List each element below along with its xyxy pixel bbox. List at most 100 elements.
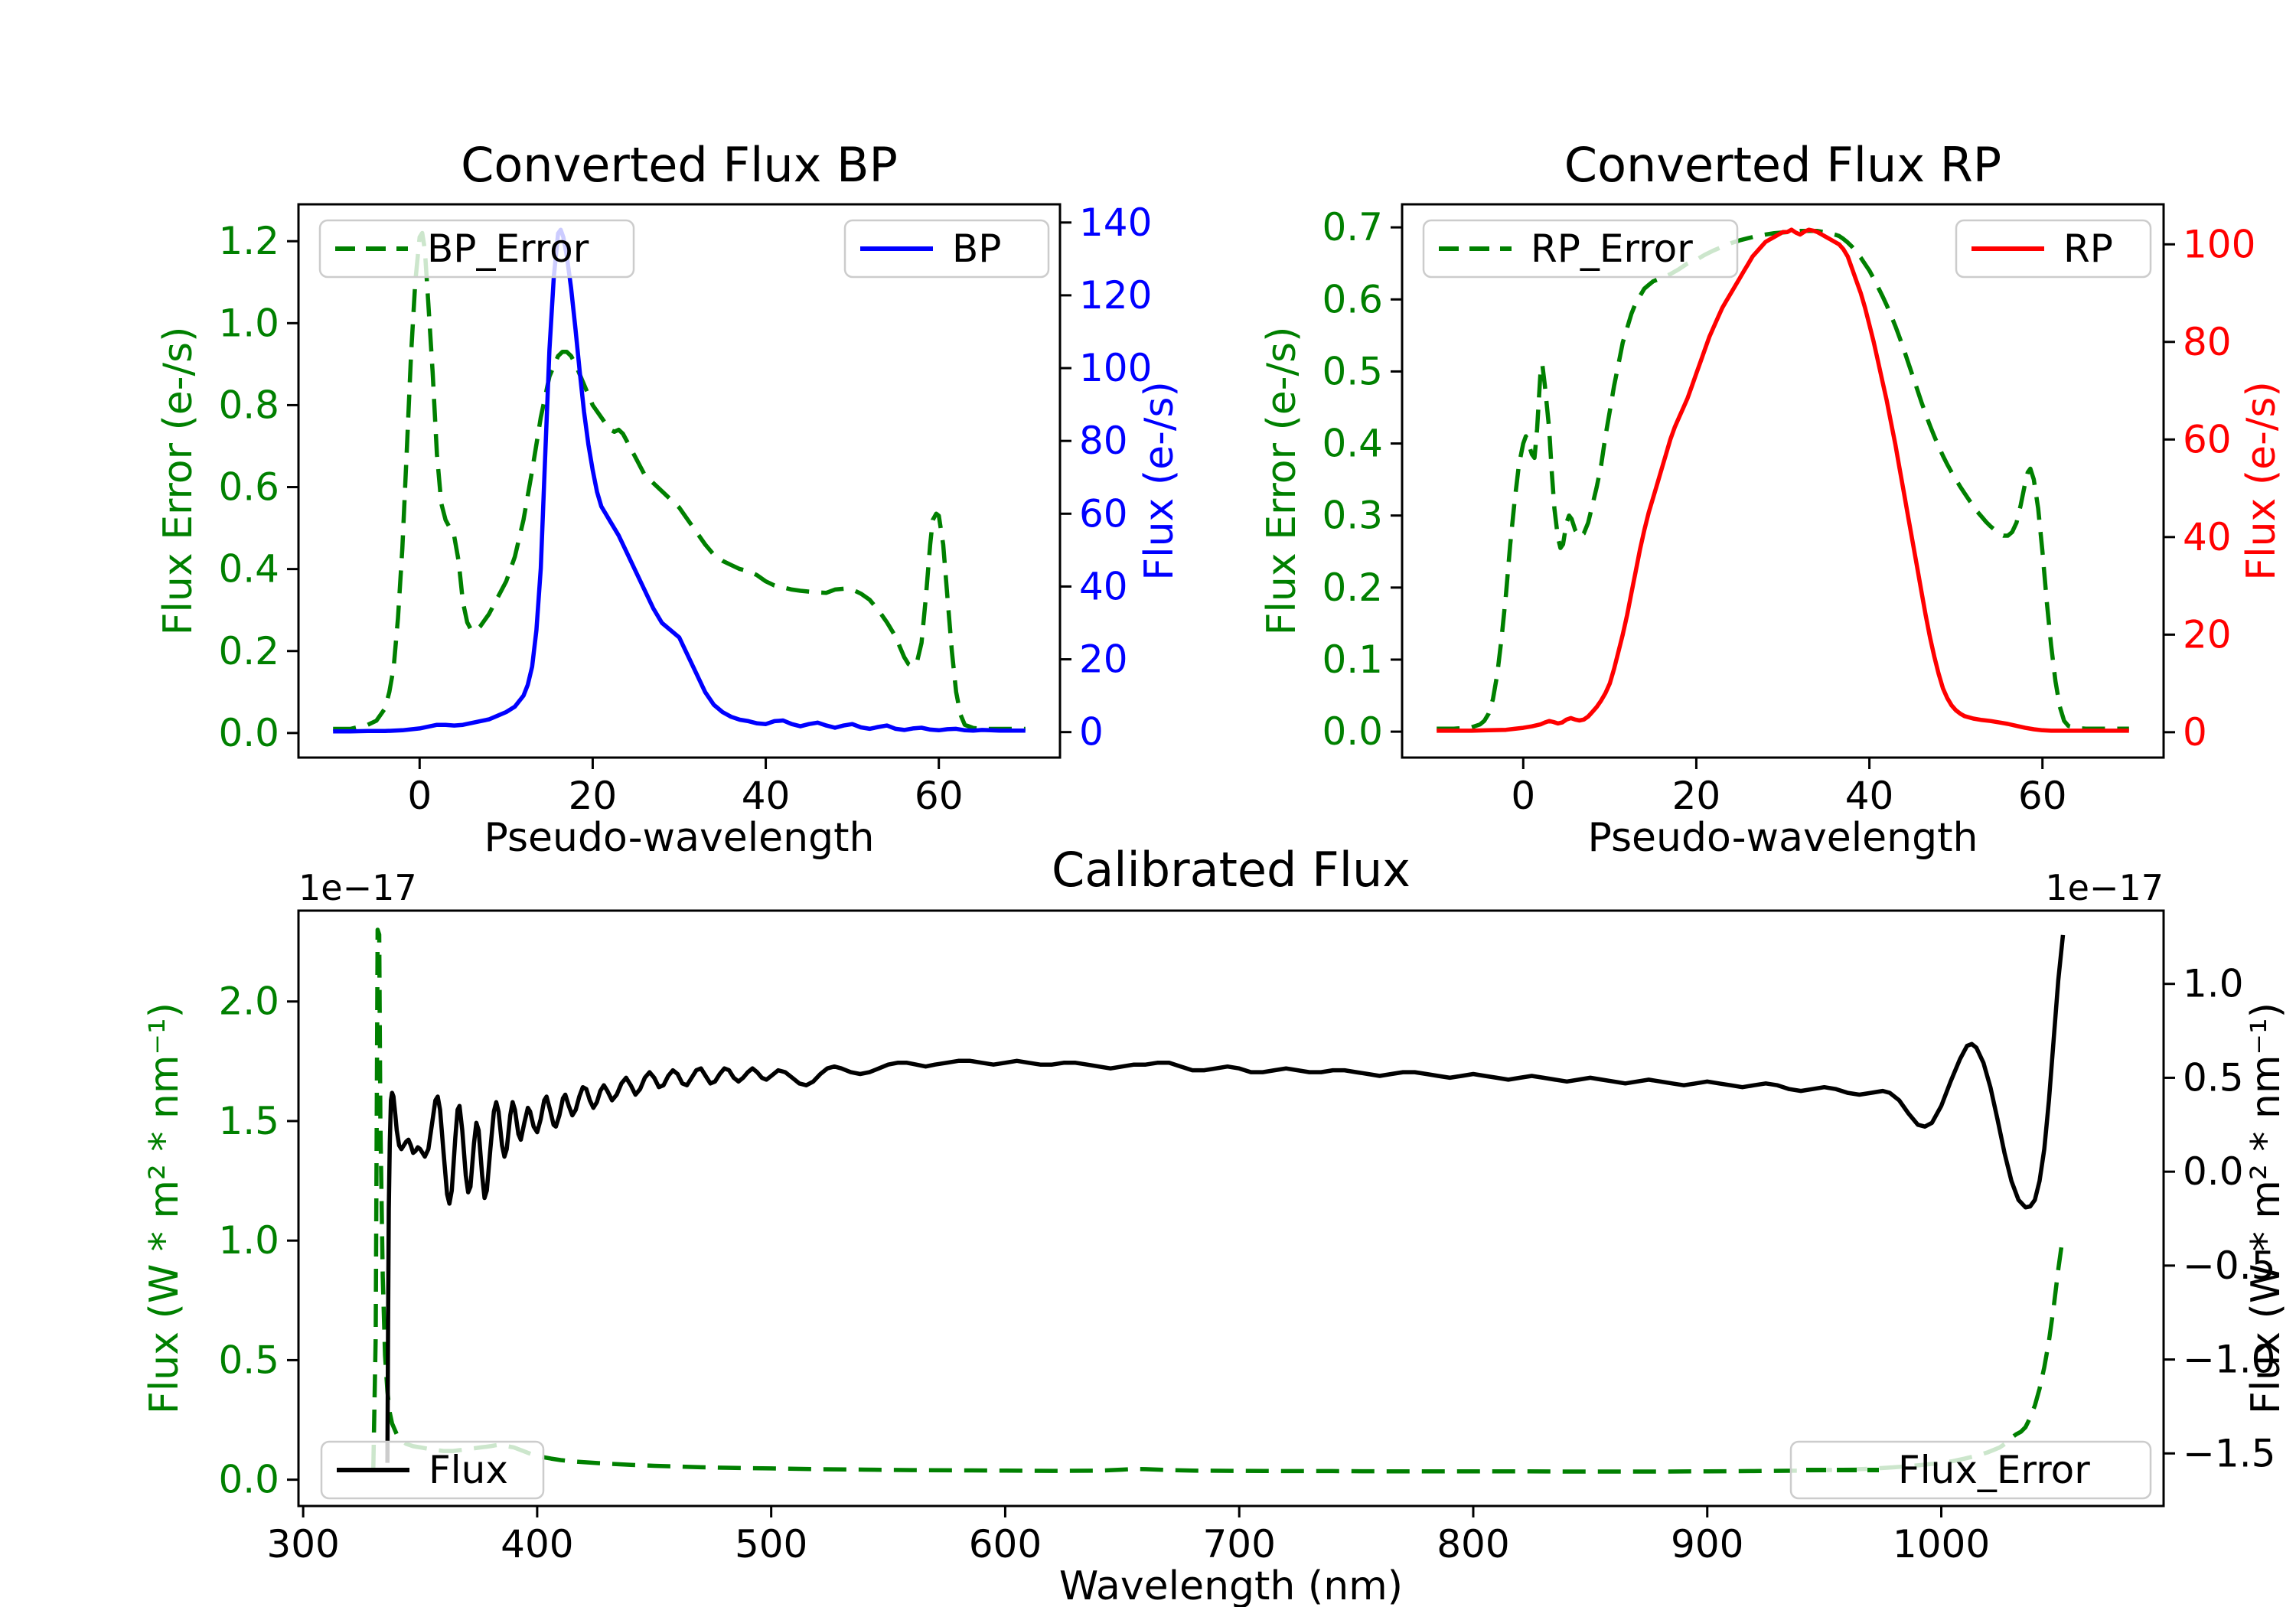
x-tick-label: 800 bbox=[1437, 1522, 1509, 1566]
x-axis-label: Wavelength (nm) bbox=[1059, 1563, 1403, 1607]
x-axis-label: Pseudo-wavelength bbox=[1588, 815, 1978, 861]
legend-box bbox=[318, 219, 635, 279]
legend-label: Flux_Error bbox=[1898, 1448, 2090, 1492]
legend-rp: RP bbox=[1955, 219, 2152, 279]
plot-border bbox=[297, 203, 1062, 759]
y-tick-label-left: 0.1 bbox=[1322, 637, 1383, 682]
chart-calibrated: 300 400 500 600 700 800 900 1000 0.0 0.5 1.0 1.5 2.0… bbox=[142, 842, 2289, 1607]
y-axis-label-right: Flux (W * m² * nm⁻¹) bbox=[2243, 1002, 2289, 1414]
y-tick-label-left: 0.0 bbox=[218, 711, 279, 755]
legend-flux: Flux bbox=[320, 1440, 545, 1500]
y-axis-label-right: Flux (e-/s) bbox=[2239, 381, 2285, 581]
y-tick-label-left: 1.5 bbox=[218, 1099, 279, 1143]
legend-label: Flux bbox=[429, 1448, 508, 1492]
x-tick-label: 600 bbox=[969, 1522, 1042, 1566]
y-tick-label-left: 0.0 bbox=[1322, 709, 1383, 754]
y-tick-label-left: 0.2 bbox=[1322, 566, 1383, 610]
x-tick-label: 0 bbox=[1511, 774, 1535, 818]
x-tick-label: 400 bbox=[501, 1522, 573, 1566]
y-tick-label-left: 1.2 bbox=[218, 219, 279, 263]
legend-label: RP_Error bbox=[1531, 227, 1693, 271]
y-tick-label-right: −1.0 bbox=[2183, 1338, 2275, 1382]
series-bp_error-line bbox=[333, 230, 1026, 732]
legend-box bbox=[1955, 219, 2152, 279]
legend-label: RP bbox=[2063, 227, 2113, 271]
legend-label: BP bbox=[952, 227, 1001, 271]
y-tick-label-left: 2.0 bbox=[218, 980, 279, 1024]
y-tick-label-right: 100 bbox=[1079, 346, 1152, 390]
y-tick-label-left: 0.8 bbox=[218, 383, 279, 427]
x-tick-label: 60 bbox=[2018, 774, 2067, 818]
y-tick-label-right: 140 bbox=[1079, 200, 1152, 245]
legend-label: BP_Error bbox=[427, 227, 589, 271]
y-tick-label-right: 0.5 bbox=[2183, 1055, 2244, 1100]
x-tick-label: 900 bbox=[1671, 1522, 1743, 1566]
y-tick-label-left: 0.4 bbox=[218, 547, 279, 592]
y-tick-label-right: 0 bbox=[2183, 710, 2207, 755]
y-tick-label-right: 80 bbox=[2183, 320, 2232, 364]
y-tick-label-right: 60 bbox=[1079, 491, 1128, 536]
y-tick-label-left: 0.6 bbox=[218, 465, 279, 510]
chart-title: Converted Flux RP bbox=[1564, 137, 2001, 193]
y-tick-label-left: 1.0 bbox=[218, 1218, 279, 1263]
series-rp-line bbox=[1437, 227, 2129, 733]
x-axis-label: Pseudo-wavelength bbox=[484, 815, 875, 861]
y-tick-label-right: 0 bbox=[1079, 710, 1104, 755]
y-tick-label-left: 0.4 bbox=[1322, 422, 1383, 466]
legend-box bbox=[1789, 1440, 2152, 1500]
y-tick-label-right: −0.5 bbox=[2183, 1244, 2275, 1288]
chart-title: Converted Flux BP bbox=[461, 137, 898, 193]
y-tick-label-right: 100 bbox=[2183, 222, 2255, 266]
y-tick-label-left: 1.0 bbox=[218, 301, 279, 345]
series-flux-line bbox=[385, 934, 2066, 1463]
y-tick-label-left: 0.5 bbox=[218, 1338, 279, 1382]
y-tick-label-right: −1.5 bbox=[2183, 1431, 2275, 1475]
plot-border bbox=[1401, 203, 2165, 759]
legend-box bbox=[320, 1440, 545, 1500]
y-axis-label-right: Flux (e-/s) bbox=[1137, 381, 1182, 581]
legend-box bbox=[1422, 219, 1739, 279]
chart-bp: 0 20 40 60 0.0 0.2 0.4 0.6 0.8 1.0 1.2 0 20 40 60 80 100… bbox=[155, 137, 1182, 861]
legend-flux_error: Flux_Error bbox=[1789, 1440, 2152, 1500]
chart-rp: 0 20 40 60 0.0 0.1 0.2 0.3 0.4 0.5 0.6 0.7 0 20 40 60 80… bbox=[1259, 137, 2285, 861]
y-tick-label-left: 0.0 bbox=[218, 1458, 279, 1502]
y-tick-label-left: 0.6 bbox=[1322, 277, 1383, 321]
chart-title: Calibrated Flux bbox=[1052, 842, 1411, 898]
x-tick-label: 60 bbox=[915, 774, 964, 818]
axis-offset-label: 1e−17 bbox=[2045, 867, 2164, 908]
y-tick-label-right: 0.0 bbox=[2183, 1149, 2244, 1194]
x-tick-label: 1000 bbox=[1893, 1522, 1990, 1566]
y-axis-label-left: Flux Error (e-/s) bbox=[1259, 327, 1305, 636]
x-tick-label: 20 bbox=[569, 774, 618, 818]
y-tick-label-right: 20 bbox=[2183, 612, 2232, 657]
y-axis-label-left: Flux Error (e-/s) bbox=[155, 327, 201, 636]
y-tick-label-right: 40 bbox=[2183, 515, 2232, 559]
x-tick-label: 0 bbox=[407, 774, 432, 818]
x-tick-label: 40 bbox=[1845, 774, 1894, 818]
y-tick-label-right: 120 bbox=[1079, 273, 1152, 318]
y-tick-label-left: 0.2 bbox=[218, 629, 279, 673]
y-tick-label-right: 80 bbox=[1079, 419, 1128, 463]
x-tick-label: 500 bbox=[735, 1522, 807, 1566]
y-axis-label-left: Flux (W * m² * nm⁻¹) bbox=[142, 1002, 188, 1414]
y-tick-label-right: 20 bbox=[1079, 637, 1128, 682]
y-tick-label-left: 0.7 bbox=[1322, 205, 1383, 249]
legend-bp_error: BP_Error bbox=[318, 219, 635, 279]
x-tick-label: 20 bbox=[1672, 774, 1721, 818]
y-tick-label-left: 0.5 bbox=[1322, 349, 1383, 393]
legend-rp_error: RP_Error bbox=[1422, 219, 1739, 279]
y-tick-label-right: 40 bbox=[1079, 564, 1128, 608]
plot-border bbox=[297, 909, 2165, 1508]
legend-bp: BP bbox=[843, 219, 1050, 279]
y-tick-label-right: 1.0 bbox=[2183, 962, 2244, 1006]
x-tick-label: 700 bbox=[1202, 1522, 1275, 1566]
x-tick-label: 300 bbox=[266, 1522, 339, 1566]
legend-box bbox=[843, 219, 1050, 279]
x-tick-label: 40 bbox=[742, 774, 791, 818]
y-tick-label-right: 60 bbox=[2183, 417, 2232, 461]
series-bp-line bbox=[333, 227, 1026, 734]
axis-offset-label: 1e−17 bbox=[298, 867, 417, 908]
y-tick-label-left: 0.3 bbox=[1322, 494, 1383, 538]
